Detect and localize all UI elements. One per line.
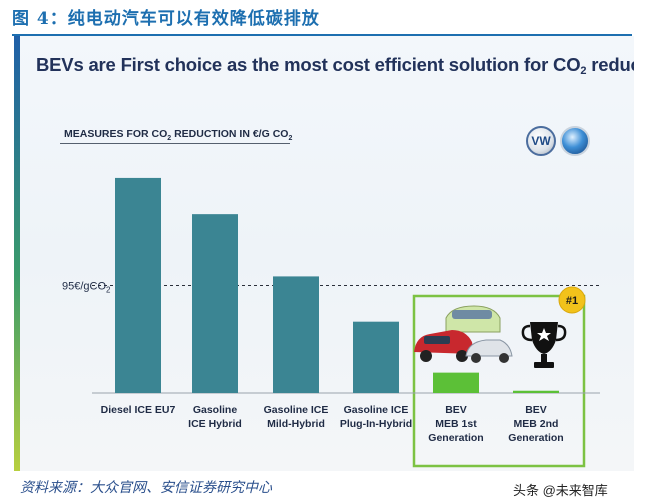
- bar-2: [192, 214, 238, 393]
- title-rule: [12, 34, 632, 36]
- trophy-icon: [521, 322, 567, 368]
- vw-logo-icon: VW: [526, 126, 556, 156]
- bar-5: [433, 372, 479, 393]
- category-label-2: Gasoline ICE Hybrid: [188, 404, 242, 430]
- blue-emblem-icon: [560, 126, 590, 156]
- headline-text: BEVs are First choice as the most cost e…: [36, 54, 634, 77]
- bar-1: [115, 177, 161, 393]
- bev-highlight-box: [412, 294, 586, 468]
- rank-badge-label: #1: [566, 295, 578, 307]
- category-label-6: BEV MEB 2nd Generation: [508, 404, 563, 444]
- category-label-4: Gasoline ICE Plug-In-Hybrid: [340, 404, 412, 430]
- rank-badge: [558, 286, 586, 314]
- category-label-3: Gasoline ICE Mild-Hybrid: [264, 404, 329, 430]
- category-label-1: Diesel ICE EU7: [101, 404, 176, 416]
- bar-4: [353, 321, 399, 393]
- bar-6: [513, 390, 559, 393]
- bar-3: [273, 276, 319, 393]
- ev-cars-icon: [414, 305, 513, 363]
- source-note: 资料来源：大众官网、安信证券研究中心: [20, 480, 272, 496]
- y-axis-label-rule: [60, 143, 290, 144]
- category-label-5: BEV MEB 1st Generation: [428, 404, 483, 444]
- panel-accent-stripe: [14, 36, 20, 471]
- watermark: 头条 @未来智库: [510, 480, 611, 499]
- reference-line-label: 95€/gCO2: [62, 280, 111, 294]
- figure-title: 图 4：纯电动汽车可以有效降低碳排放: [12, 9, 320, 29]
- y-axis-label: MEASURES FOR CO2 REDUCTION IN €/G CO2: [64, 128, 293, 143]
- chart-headline: BEVs are First choice as the most cost e…: [36, 54, 634, 77]
